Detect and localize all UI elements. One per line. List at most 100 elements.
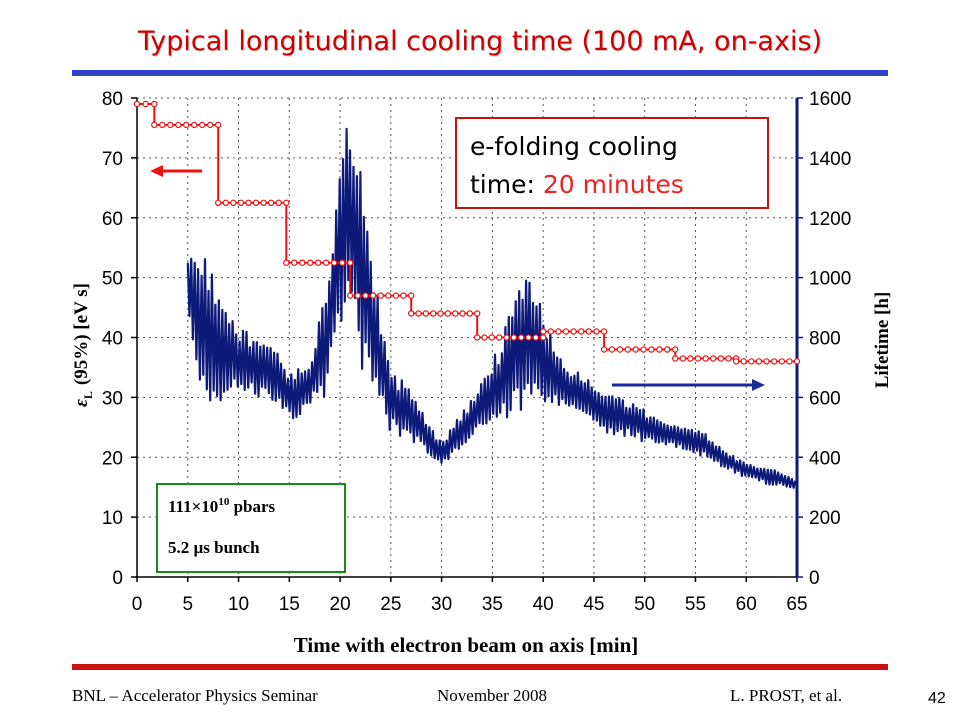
emittance-point	[377, 292, 384, 299]
emittance-point	[315, 259, 322, 266]
left-y-axis-label: εL(95%) [eV s]	[71, 283, 95, 407]
emittance-point	[763, 358, 770, 365]
emittance-point	[214, 199, 222, 206]
emittance-point	[532, 334, 540, 341]
emittance-point	[392, 292, 400, 299]
emittance-point	[525, 334, 532, 341]
emittance-point	[624, 346, 632, 353]
right-y-tick-label: 1000	[809, 269, 851, 290]
emittance-point	[771, 358, 778, 365]
emittance-point	[214, 121, 222, 129]
right-y-axis-label: Lifetime [h]	[872, 292, 893, 389]
emittance-point	[793, 358, 801, 365]
emittance-point	[283, 259, 290, 266]
footer-authors: L. PROST, et al.	[730, 686, 843, 705]
page-number: 42	[928, 690, 946, 707]
emittance-point	[562, 328, 570, 335]
emittance-point	[206, 121, 214, 129]
x-tick-label: 15	[279, 594, 300, 615]
left-arrowhead	[150, 165, 163, 177]
emittance-point	[474, 334, 481, 341]
emittance-point	[496, 334, 503, 341]
emittance-point	[230, 199, 237, 206]
x-tick-label: 55	[685, 594, 706, 615]
right-y-tick-label: 200	[809, 508, 841, 529]
left-y-tick-label: 30	[102, 388, 123, 409]
left-y-tick-label: 20	[102, 448, 123, 469]
footer-seminar: BNL – Accelerator Physics Seminar	[72, 686, 318, 705]
emittance-point	[632, 346, 639, 353]
footer-date: November 2008	[437, 686, 548, 705]
left-y-tick-label: 40	[102, 329, 123, 350]
cooling-time-annotation: e-folding cooling time: 20 minutes	[455, 117, 769, 209]
emittance-point	[518, 334, 525, 341]
emittance-point	[672, 355, 679, 362]
bunch-length: 5.2 µs bunch	[168, 538, 260, 557]
emittance-point	[679, 355, 687, 362]
emittance-point	[415, 310, 422, 317]
emittance-point	[133, 100, 141, 108]
emittance-point	[570, 328, 577, 335]
emittance-point	[725, 355, 732, 362]
emittance-point	[362, 292, 369, 299]
emittance-point	[488, 334, 495, 341]
emittance-point	[648, 346, 655, 353]
emittance-point	[400, 292, 407, 299]
emittance-point	[151, 121, 158, 129]
emittance-point	[422, 310, 429, 317]
emittance-point	[755, 358, 763, 365]
emittance-point	[640, 346, 647, 353]
emittance-point	[430, 310, 437, 317]
emittance-point	[307, 259, 314, 266]
emittance-point	[267, 199, 275, 206]
right-y-tick-label: 1600	[809, 89, 851, 110]
emittance-point	[182, 121, 190, 129]
emittance-point	[222, 199, 229, 206]
emittance-point	[408, 310, 415, 317]
emittance-point	[291, 259, 298, 266]
x-tick-label: 0	[132, 594, 143, 615]
emittance-point	[159, 121, 166, 129]
x-tick-label: 60	[736, 594, 757, 615]
emittance-point	[385, 292, 392, 299]
emittance-point	[540, 334, 547, 341]
x-tick-label: 45	[583, 594, 604, 615]
emittance-point	[578, 328, 585, 335]
right-y-tick-label: 0	[809, 568, 820, 589]
x-tick-label: 20	[330, 594, 351, 615]
right-y-tick-label: 1400	[809, 149, 851, 170]
pbar-count: 111×1010 pbars	[168, 496, 276, 516]
emittance-point	[503, 334, 510, 341]
emittance-point	[354, 292, 361, 299]
emittance-point	[237, 199, 245, 206]
emittance-point	[687, 355, 694, 362]
left-y-tick-labels: 0 10 20 30 40 50 60 70 80	[102, 89, 123, 589]
right-y-tick-label: 800	[809, 329, 841, 350]
left-y-tick-label: 60	[102, 209, 123, 230]
emittance-point	[444, 310, 451, 317]
beam-info-box: 111×1010 pbars 5.2 µs bunch	[156, 483, 346, 573]
emittance-point	[732, 358, 740, 365]
emittance-point	[331, 259, 338, 266]
x-tick-label: 25	[380, 594, 401, 615]
x-tick-label: 5	[182, 594, 193, 615]
emittance-point	[510, 334, 517, 341]
emittance-point	[459, 310, 466, 317]
emittance-point	[283, 199, 290, 206]
slide-title: Typical longitudinal cooling time (100 m…	[137, 26, 823, 57]
emittance-point	[474, 310, 481, 317]
x-tick-label: 40	[533, 594, 554, 615]
emittance-point	[452, 310, 459, 317]
emittance-point	[245, 199, 252, 206]
left-y-tick-label: 50	[102, 269, 123, 290]
annotation-line2: time: 20 minutes	[470, 170, 684, 199]
emittance-point	[481, 334, 488, 341]
emittance-point	[437, 310, 444, 317]
x-tick-label: 65	[786, 594, 807, 615]
lifetime-series	[186, 127, 797, 489]
emittance-point	[600, 346, 608, 353]
right-arrowhead	[752, 379, 765, 391]
grid-lines	[136, 97, 798, 578]
emittance-point	[347, 292, 354, 299]
emittance-point	[555, 328, 562, 335]
